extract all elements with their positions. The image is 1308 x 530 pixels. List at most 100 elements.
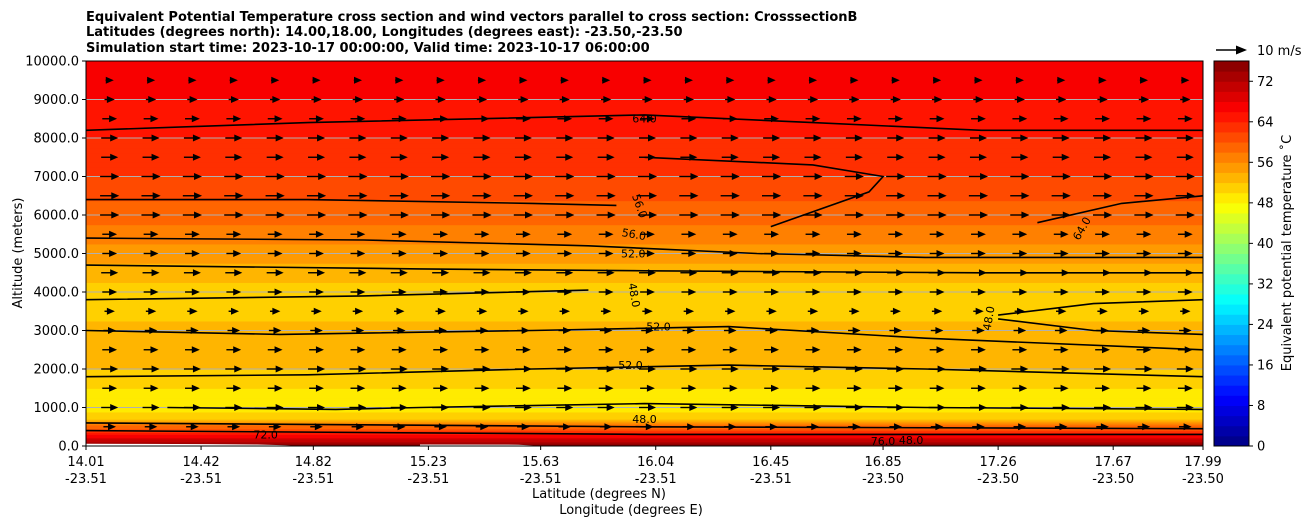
wind-arrow [927, 192, 947, 200]
wind-arrow [969, 404, 987, 411]
wind-arrow-head [648, 134, 656, 142]
wind-arrow [556, 153, 574, 161]
wind-arrow-head [1145, 211, 1154, 219]
wind-arrow-head [892, 96, 901, 103]
wind-arrow-head [1103, 404, 1112, 411]
wind-arrow-head [772, 404, 781, 411]
wind-arrow-head [150, 346, 159, 354]
wind-arrow [722, 288, 738, 296]
colorbar-segment [1214, 111, 1249, 123]
x-tick-label-lat: 16.04 [637, 455, 674, 470]
wind-arrow [1053, 288, 1069, 296]
wind-arrow [929, 288, 945, 296]
wind-arrow [1095, 288, 1110, 296]
wind-arrow [1092, 211, 1113, 219]
wind-arrow [762, 173, 782, 180]
wind-arrow [973, 96, 984, 103]
wind-arrow-head [565, 404, 574, 411]
theta-e-band [86, 438, 1203, 441]
theta-e-band [86, 239, 1203, 245]
colorbar-segment [1214, 253, 1249, 265]
wind-arrow-head [767, 76, 776, 84]
theta-e-band [86, 308, 1203, 312]
wind-arrow [350, 115, 366, 123]
colorbar-segment [1214, 405, 1249, 417]
wind-arrow [639, 404, 656, 411]
wind-arrow-head [1183, 423, 1192, 431]
colorbar-segment [1214, 344, 1249, 356]
wind-arrow [929, 230, 945, 238]
theta-e-band [86, 318, 1203, 322]
wind-arrow [102, 346, 118, 354]
theta-e-band [86, 395, 1203, 399]
wind-arrow [267, 288, 283, 296]
wind-arrow-head [274, 384, 283, 392]
x-tick-label-lat: 14.01 [67, 455, 104, 470]
wind-arrow [888, 250, 904, 257]
wind-arrow [805, 288, 821, 296]
wind-arrow-head [811, 327, 820, 334]
wind-arrow-head [482, 153, 491, 161]
colorbar-tick-label: 64 [1257, 115, 1274, 130]
theta-e-band [86, 444, 1203, 446]
wind-arrow-head [688, 230, 697, 238]
wind-arrow-head [896, 134, 905, 142]
wind-arrow-head [936, 230, 945, 238]
wind-arrow [268, 423, 282, 431]
wind-arrow [187, 307, 198, 315]
wind-arrow-head [853, 115, 862, 123]
wind-arrow-head [688, 115, 697, 123]
contour-line [86, 237, 1203, 259]
wind-arrow [310, 327, 323, 334]
wind-arrow-head [771, 346, 780, 354]
theta-e-band [86, 109, 1203, 115]
wind-arrow [1053, 230, 1069, 238]
wind-arrow-head [151, 404, 160, 411]
x-tick-label-lon: -23.51 [407, 472, 449, 487]
wind-arrow-head [606, 134, 615, 142]
theta-e-band [86, 405, 1203, 409]
wind-arrow [1180, 307, 1191, 315]
wind-arrow-head [317, 404, 326, 411]
wind-arrow [807, 96, 819, 103]
wind-arrow [350, 250, 366, 257]
wind-arrow [1138, 96, 1150, 103]
wind-arrow [804, 404, 822, 411]
wind-arrow-head [606, 269, 615, 277]
wind-arrow [1052, 404, 1070, 411]
wind-arrow-head [937, 153, 946, 161]
wind-arrow [974, 76, 983, 84]
terrain-mask [86, 443, 303, 446]
wind-arrow [890, 307, 901, 315]
wind-arrow-head [274, 288, 283, 296]
wind-arrow [1138, 307, 1150, 315]
wind-arrow-head [809, 76, 818, 84]
wind-arrow [101, 365, 119, 373]
wind-arrow-head [111, 173, 120, 180]
wind-arrow [267, 230, 283, 238]
x-tick-label-lon: -23.51 [750, 472, 792, 487]
wind-arrow-head [520, 96, 529, 103]
wind-arrow-head [358, 153, 367, 161]
wind-arrow [596, 173, 616, 180]
colorbar-segment [1214, 212, 1249, 224]
wind-arrow [557, 288, 573, 296]
wind-arrow-head [357, 384, 366, 392]
wind-arrow-head [441, 404, 450, 411]
wind-arrow [182, 192, 203, 200]
wind-arrow [432, 134, 450, 142]
theta-e-band [86, 371, 1203, 375]
colorbar-segment [1214, 263, 1249, 275]
wind-arrow [433, 346, 449, 354]
wind-arrow [142, 269, 160, 277]
wind-arrow [887, 269, 905, 277]
wind-arrow [309, 115, 324, 123]
wind-arrow [969, 153, 987, 161]
colorbar-segment [1214, 81, 1249, 92]
colorbar-segment [1214, 121, 1249, 133]
wind-arrow-head [1185, 404, 1194, 411]
theta-e-band [86, 181, 1203, 187]
wind-arrow [557, 115, 573, 123]
x-tick-label-lon: -23.50 [862, 472, 904, 487]
